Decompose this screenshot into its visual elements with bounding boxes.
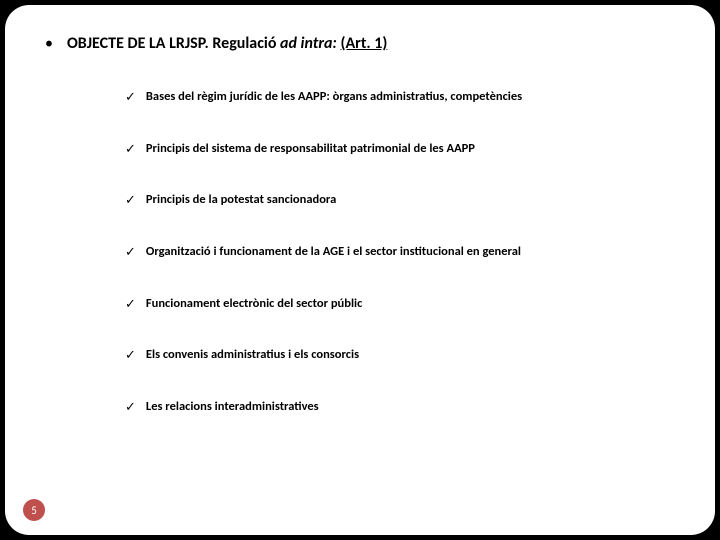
item-text: Bases del règim jurídic de les AAPP: òrg… — [146, 89, 522, 106]
page-number-value: 5 — [31, 504, 37, 517]
check-icon: ✓ — [125, 347, 136, 365]
title-underlined: (Art. 1) — [340, 34, 387, 53]
check-icon: ✓ — [125, 89, 136, 107]
item-text: Les relacions interadministratives — [146, 399, 319, 416]
title-italic: ad intra: — [280, 34, 337, 53]
list-item: ✓ Bases del règim jurídic de les AAPP: ò… — [125, 89, 681, 107]
title-prefix: OBJECTE DE LA LRJSP. Regulació — [67, 34, 280, 53]
list-item: ✓ Principis de la potestat sancionadora — [125, 192, 681, 210]
title-row: • OBJECTE DE LA LRJSP. Regulació ad intr… — [45, 33, 681, 55]
item-text: Els convenis administratius i els consor… — [146, 347, 359, 364]
item-text: Funcionament electrònic del sector públi… — [146, 296, 362, 313]
check-icon: ✓ — [125, 192, 136, 210]
items-list: ✓ Bases del règim jurídic de les AAPP: ò… — [125, 89, 681, 416]
item-text: Principis de la potestat sancionadora — [146, 192, 336, 209]
check-icon: ✓ — [125, 399, 136, 417]
page-number-badge: 5 — [23, 499, 45, 521]
list-item: ✓ Els convenis administratius i els cons… — [125, 347, 681, 365]
disc-bullet-icon: • — [45, 33, 53, 55]
list-item: ✓ Principis del sistema de responsabilit… — [125, 141, 681, 159]
check-icon: ✓ — [125, 296, 136, 314]
item-text: Principis del sistema de responsabilitat… — [146, 141, 475, 158]
check-icon: ✓ — [125, 244, 136, 262]
list-item: ✓ Funcionament electrònic del sector púb… — [125, 296, 681, 314]
check-icon: ✓ — [125, 141, 136, 159]
list-item: ✓ Les relacions interadministratives — [125, 399, 681, 417]
item-text: Organització i funcionament de la AGE i … — [146, 244, 521, 261]
slide-container: • OBJECTE DE LA LRJSP. Regulació ad intr… — [5, 5, 715, 535]
slide-title: OBJECTE DE LA LRJSP. Regulació ad intra:… — [67, 33, 387, 55]
list-item: ✓ Organització i funcionament de la AGE … — [125, 244, 681, 262]
